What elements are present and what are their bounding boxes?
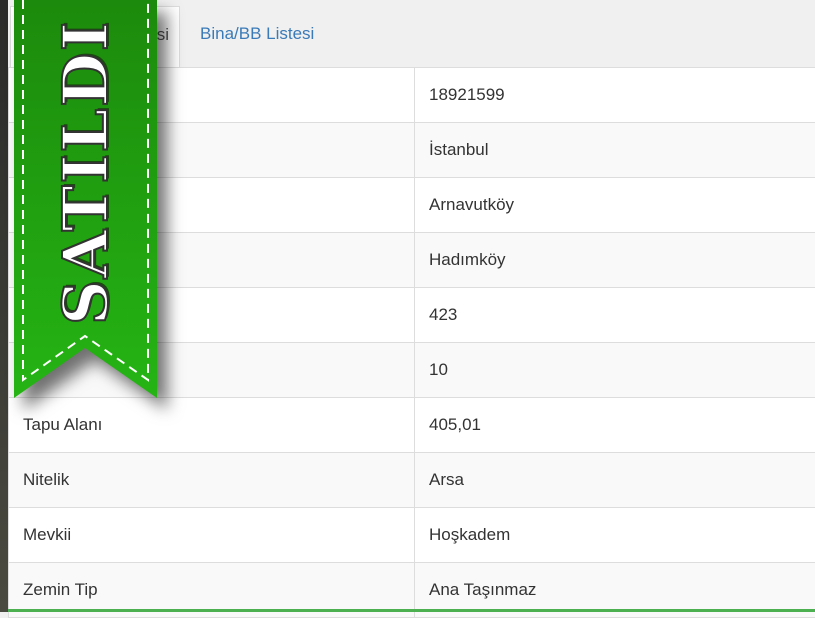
row-label: Mevkii bbox=[9, 508, 415, 563]
row-value: Hoşkadem bbox=[415, 508, 815, 563]
row-value: 18921599 bbox=[415, 68, 815, 123]
left-edge bbox=[0, 0, 8, 612]
row-value: Hadımköy bbox=[415, 233, 815, 288]
row-value: İstanbul bbox=[415, 123, 815, 178]
row-value: 405,01 bbox=[415, 398, 815, 453]
row-value: 423 bbox=[415, 288, 815, 343]
row-label: Tapu Alanı bbox=[9, 398, 415, 453]
row-value: Arnavutköy bbox=[415, 178, 815, 233]
sold-ribbon-label: SATILDI bbox=[14, 0, 157, 345]
tab-building-list[interactable]: Bina/BB Listesi bbox=[200, 6, 314, 67]
row-label: Nitelik bbox=[9, 453, 415, 508]
row-value: Arsa bbox=[415, 453, 815, 508]
row-value: 10 bbox=[415, 343, 815, 398]
